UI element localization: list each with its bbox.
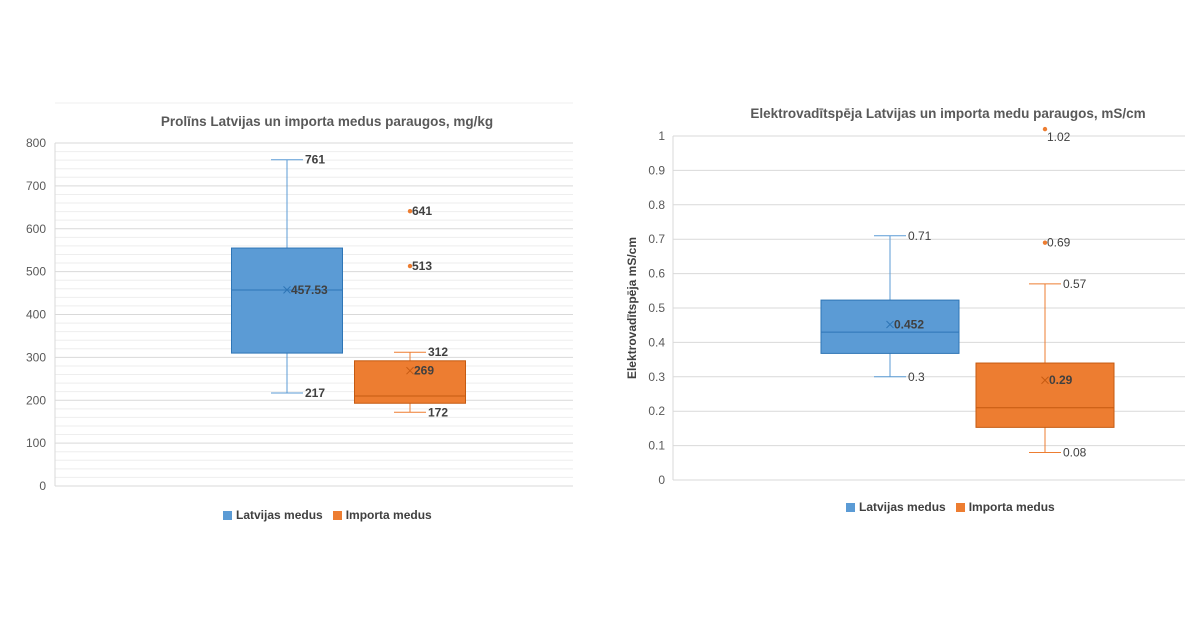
latvijas-mean-marker — [886, 320, 894, 329]
y-tick-label: 100 — [26, 436, 46, 450]
importa-outlier-label: 1.02 — [1047, 130, 1071, 144]
importa-outlier-label: 0.69 — [1047, 236, 1071, 250]
legend-swatch-orange — [955, 502, 965, 512]
proline-chart-panel: Prolīns Latvijas un importa medus paraug… — [26, 102, 573, 522]
latvijas-box — [231, 247, 343, 354]
y-tick-label: 0 — [658, 473, 665, 487]
y-tick-label: 0.4 — [648, 335, 665, 349]
legend-swatch-orange — [332, 510, 342, 520]
chart-title: Elektrovadītspēja Latvijas un importa me… — [750, 106, 1145, 121]
y-tick-label: 600 — [26, 222, 46, 236]
latvijas-min-label: 217 — [305, 386, 325, 400]
legend-swatch-blue — [223, 510, 232, 520]
y-tick-label: 0.6 — [648, 267, 665, 281]
importa-outlier-label: 641 — [412, 204, 432, 218]
latvijas-box — [820, 299, 960, 354]
importa-outlier-point — [1042, 126, 1048, 132]
y-axis-label: Elektrovadītspēja mS/cm — [625, 237, 639, 379]
y-tick-label: 400 — [26, 308, 46, 322]
y-tick-label: 0.1 — [648, 439, 665, 453]
y-tick-label: 0.5 — [648, 301, 665, 315]
latvijas-mean-label: 457.53 — [291, 283, 328, 297]
latvijas-mean-marker — [283, 285, 291, 294]
importa-max-label: 0.57 — [1063, 277, 1087, 291]
conductivity-chart-panel: Elektrovadītspēja Latvijas un importa me… — [600, 0, 1200, 628]
legend-item-importa: Importa medus — [332, 508, 432, 522]
y-tick-label: 0.3 — [648, 370, 665, 384]
conductivity-legend: Latvijas medus Importa medus — [846, 500, 1055, 514]
y-tick-label: 0 — [39, 479, 46, 493]
legend-item-importa: Importa medus — [955, 500, 1055, 514]
legend-label-latvijas: Latvijas medus — [859, 500, 946, 514]
importa-outlier-point — [407, 208, 413, 214]
y-tick-label: 1 — [658, 129, 665, 143]
conductivity-boxplot-chart: Elektrovadītspēja Latvijas un importa me… — [625, 106, 1185, 487]
importa-outlier-label: 513 — [412, 259, 432, 273]
proline-boxplot-chart: Prolīns Latvijas un importa medus paraug… — [26, 102, 573, 493]
y-tick-label: 800 — [26, 136, 46, 150]
y-tick-label: 500 — [26, 265, 46, 279]
latvijas-min-label: 0.3 — [908, 370, 925, 384]
chart-title: Prolīns Latvijas un importa medus paraug… — [161, 114, 493, 129]
latvijas-mean-label: 0.452 — [894, 318, 924, 332]
y-tick-label: 700 — [26, 179, 46, 193]
importa-box — [975, 362, 1115, 428]
importa-box — [354, 360, 466, 404]
importa-mean-marker — [1041, 376, 1049, 385]
y-tick-label: 200 — [26, 393, 46, 407]
legend-label-latvijas: Latvijas medus — [236, 508, 323, 522]
legend-swatch-blue — [846, 502, 855, 512]
importa-mean-marker — [406, 366, 414, 375]
importa-mean-label: 269 — [414, 364, 434, 378]
importa-max-label: 312 — [428, 345, 448, 359]
legend-label-importa: Importa medus — [345, 508, 432, 522]
y-tick-label: 0.2 — [648, 404, 665, 418]
importa-min-label: 172 — [428, 405, 448, 419]
y-tick-label: 0.7 — [648, 232, 665, 246]
legend-item-latvijas: Latvijas medus — [846, 500, 946, 514]
legend-item-latvijas: Latvijas medus — [223, 508, 323, 522]
y-tick-label: 0.8 — [648, 198, 665, 212]
latvijas-max-label: 761 — [305, 153, 325, 167]
importa-mean-label: 0.29 — [1049, 373, 1073, 387]
importa-outlier-point — [407, 263, 413, 269]
importa-min-label: 0.08 — [1063, 445, 1087, 459]
legend-label-importa: Importa medus — [968, 500, 1055, 514]
latvijas-max-label: 0.71 — [908, 229, 932, 243]
importa-outlier-point — [1042, 240, 1048, 245]
proline-legend: Latvijas medus Importa medus — [223, 508, 432, 522]
y-tick-label: 0.9 — [648, 163, 665, 177]
y-tick-label: 300 — [26, 350, 46, 364]
